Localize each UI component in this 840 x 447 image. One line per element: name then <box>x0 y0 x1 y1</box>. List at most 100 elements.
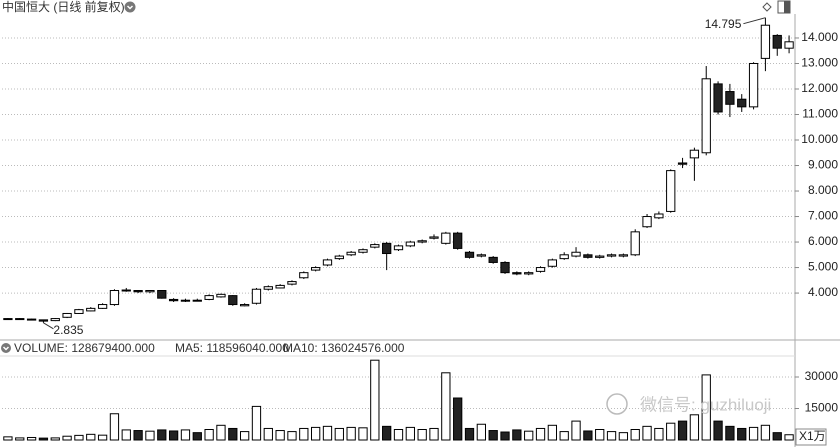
diamond-button[interactable] <box>762 2 772 12</box>
candle-body <box>405 241 415 247</box>
volume-bar <box>725 425 735 441</box>
candle-body <box>26 318 37 321</box>
candle-body <box>524 272 534 275</box>
candle-body <box>322 259 333 266</box>
candle-body <box>500 261 510 274</box>
volume-bar <box>630 429 640 441</box>
volume-menu-button[interactable] <box>1 343 11 353</box>
volume-bar <box>15 437 25 441</box>
volume-bar <box>322 425 333 441</box>
volume-bar <box>760 424 771 441</box>
volume-bar <box>748 426 759 441</box>
candle-body <box>157 290 167 299</box>
volume-bar <box>299 427 309 441</box>
candle-body <box>216 293 226 298</box>
candle-body <box>370 244 380 248</box>
volume-bar <box>713 420 723 441</box>
volume-bar <box>784 434 794 441</box>
candle-body <box>464 251 475 258</box>
candle-body <box>275 284 285 289</box>
volume-bar <box>737 427 747 441</box>
ma5-header: MA5: 118596040.000 <box>175 341 289 355</box>
y-tick-label: 11.000 <box>802 107 838 121</box>
volume-bar <box>239 431 250 441</box>
volume-bar <box>583 430 593 441</box>
candle-body <box>287 281 297 285</box>
volume-bar <box>429 427 439 441</box>
volume-bar <box>192 432 202 441</box>
volume-bar <box>382 425 392 441</box>
candle-body <box>251 288 262 304</box>
volume-bar <box>547 424 558 441</box>
volume-bar <box>216 424 226 441</box>
y-tick-label: 6.000 <box>808 234 838 248</box>
volume-bar <box>346 426 356 441</box>
y-tick-label: 30000 <box>805 369 839 383</box>
panel-button-fill <box>784 1 790 13</box>
volume-bar <box>180 429 191 441</box>
volume-bar <box>512 429 522 441</box>
y-tick-label: 7.000 <box>808 209 838 223</box>
y-tick-label: 9.000 <box>808 158 838 172</box>
candle-body <box>168 298 179 302</box>
candle-body <box>547 259 558 267</box>
candle-body <box>15 318 25 321</box>
candle-body <box>334 255 344 260</box>
y-tick-label: 13.000 <box>801 56 838 70</box>
volume-bar <box>311 426 321 441</box>
volume-header: VOLUME: 128679400.000 <box>14 341 155 355</box>
y-tick-label: 5.000 <box>808 260 838 274</box>
y-tick-label: 4.000 <box>808 285 838 299</box>
candle-body <box>239 304 250 307</box>
volume-bar <box>3 436 13 441</box>
volume-bar <box>334 427 344 441</box>
candle-body <box>3 318 13 321</box>
y-tick-label: 8.000 <box>808 183 838 197</box>
y-tick-label: 12.000 <box>801 81 838 95</box>
candle-body <box>559 254 569 260</box>
volume-bar <box>168 430 179 441</box>
candle-body <box>666 170 676 212</box>
candle-body <box>784 41 794 49</box>
candle-body <box>535 267 546 272</box>
candle-body <box>145 290 155 293</box>
candle-body <box>346 251 356 256</box>
volume-bar <box>287 431 297 441</box>
candle-body <box>299 272 309 279</box>
menu-button[interactable] <box>124 1 136 13</box>
volume-bar <box>62 435 72 441</box>
candle-body <box>109 290 120 306</box>
volume-bar <box>441 372 451 441</box>
volume-bar <box>666 422 676 441</box>
volume-bar <box>417 429 427 441</box>
volume-bar <box>86 433 96 441</box>
volume-bar <box>204 429 214 441</box>
volume-bar <box>642 425 652 441</box>
candle-body <box>642 216 652 228</box>
volume-bar <box>74 434 84 441</box>
volume-bar <box>772 432 782 441</box>
candle-body <box>737 98 747 108</box>
candle-body <box>97 304 108 309</box>
candle-body <box>441 232 451 244</box>
candle-body <box>204 295 214 300</box>
candle-body <box>86 307 96 312</box>
candle-body <box>180 299 191 302</box>
volume-bar <box>654 427 664 441</box>
volume-bar <box>275 430 285 441</box>
candle-body <box>476 254 486 257</box>
candle-body <box>772 34 782 49</box>
candle-body <box>453 232 463 249</box>
max-label: 14.795 <box>705 17 742 31</box>
candle-body <box>263 286 273 290</box>
candle-body <box>192 299 202 302</box>
candle-body <box>228 295 238 306</box>
watermark-icon <box>606 393 628 415</box>
candle-body <box>50 318 60 322</box>
volume-bar <box>50 437 60 441</box>
menu-chevron <box>2 346 10 351</box>
volume-bar <box>157 429 167 441</box>
volume-bar <box>500 431 510 441</box>
volume-bar <box>701 374 711 441</box>
